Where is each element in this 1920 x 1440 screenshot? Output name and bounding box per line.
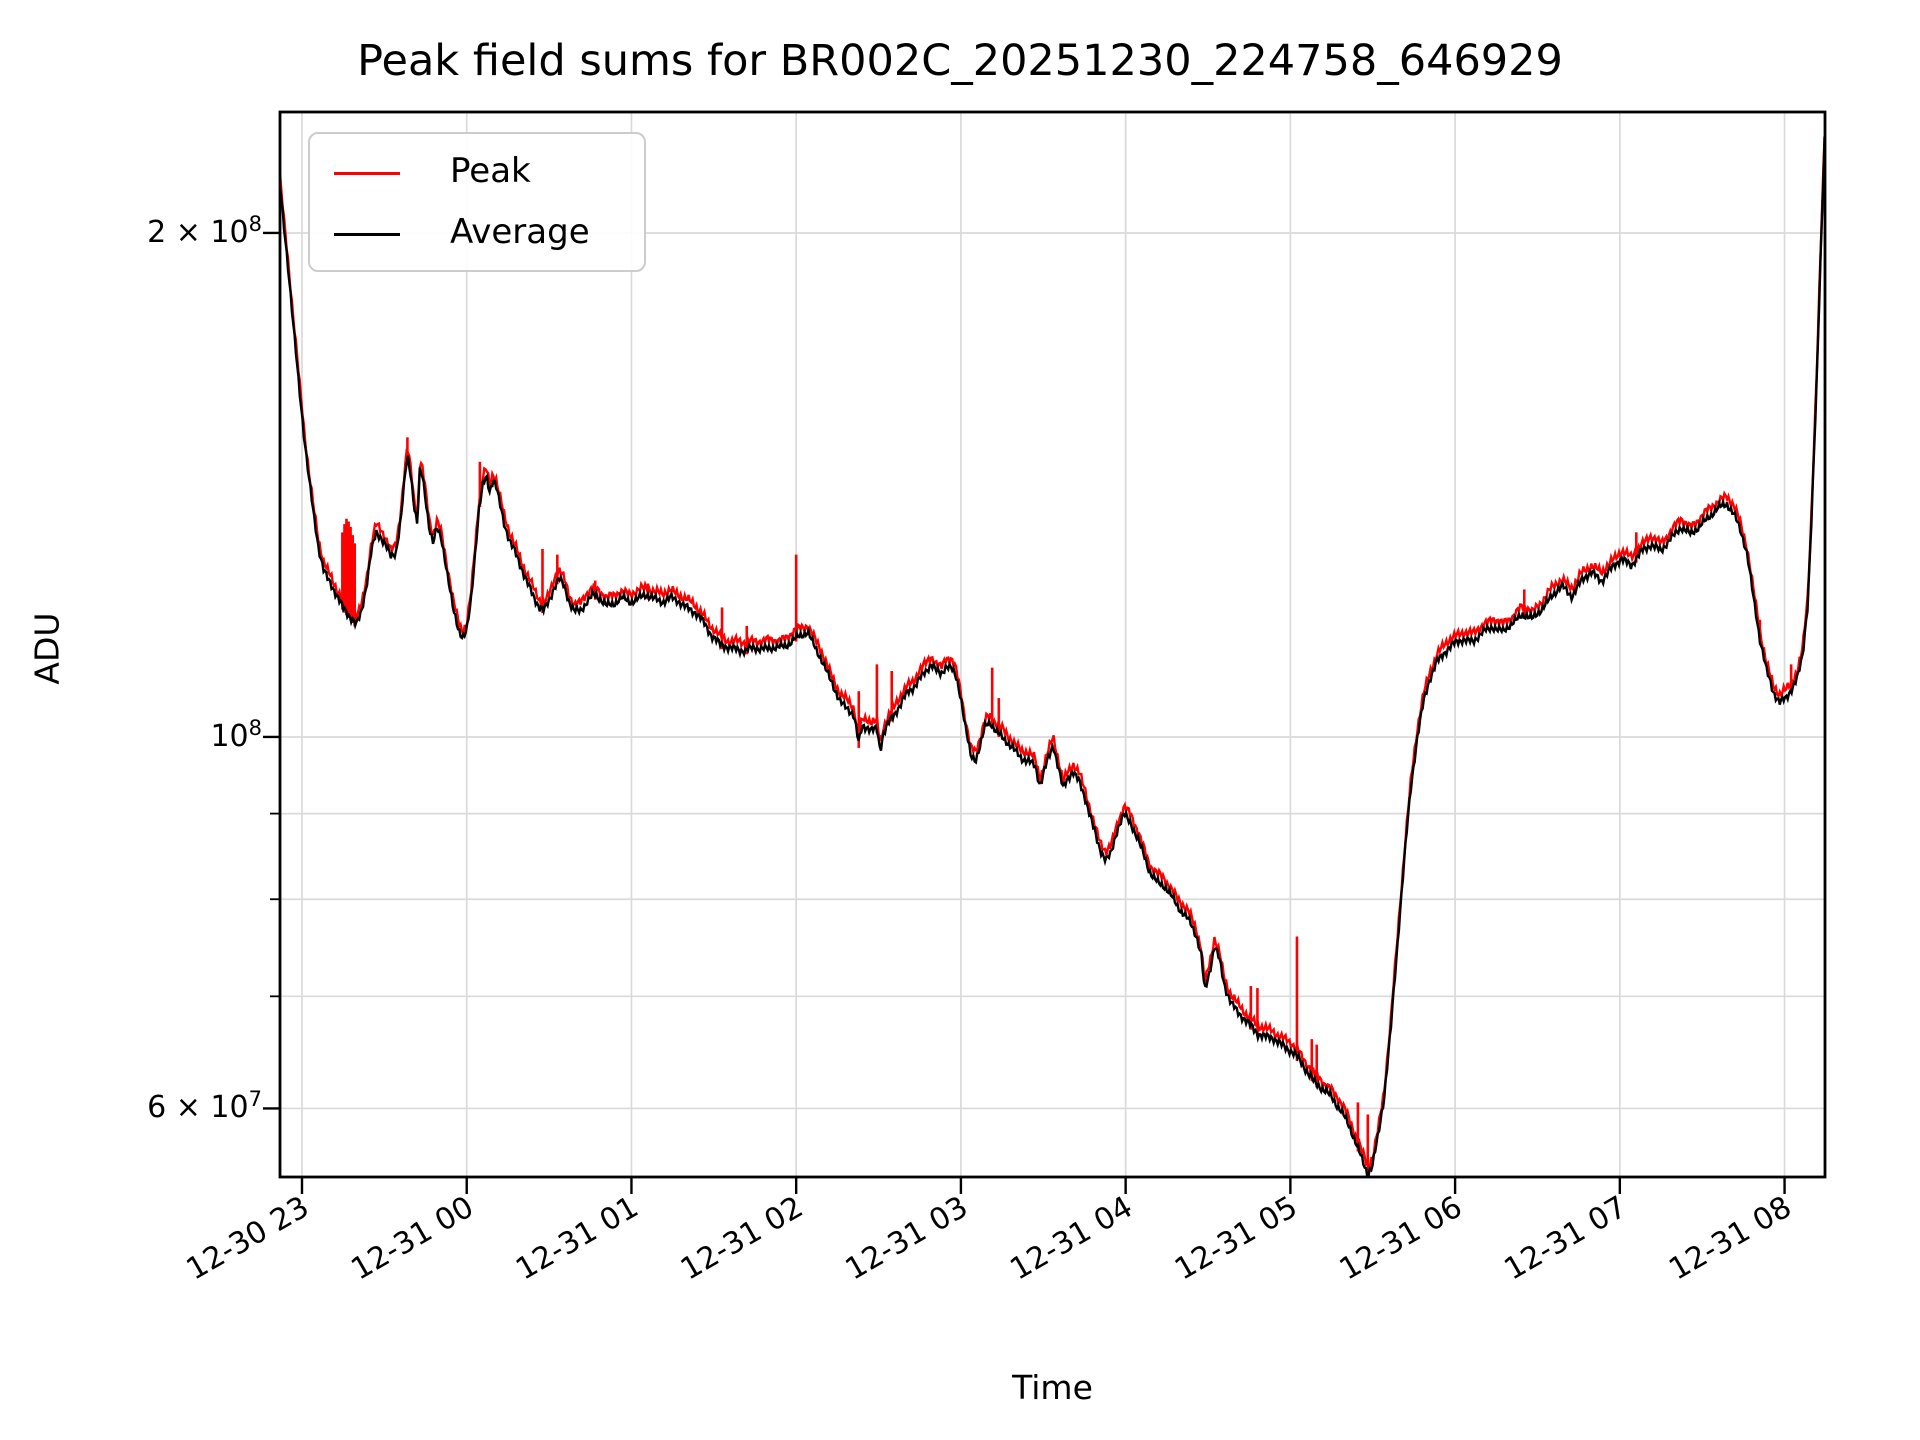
y-axis [263,231,280,1110]
peak-line-swatch [334,172,400,175]
x-tick-label: 12-31 04 [1004,1190,1138,1288]
y-tick-label: 108 [210,715,262,754]
legend-label-average: Average [450,212,590,252]
x-tick-label: 12-30 23 [181,1190,315,1288]
x-tick-label: 12-31 01 [510,1190,644,1288]
x-tick-label: 12-31 05 [1169,1190,1303,1288]
y-tick-label: 6 × 107 [147,1087,262,1126]
legend-label-peak: Peak [450,151,531,191]
chart-title: Peak field sums for BR002C_20251230_2247… [357,36,1563,86]
legend-item-peak: Peak [310,148,644,198]
average-line-swatch [334,233,400,236]
series [280,136,1825,1177]
legend: Peak Average [308,132,646,272]
x-tick-label: 12-31 06 [1334,1190,1468,1288]
y-tick-label: 2 × 108 [147,211,262,250]
peak-spikes [341,437,1793,1177]
plot-border [278,110,1827,1179]
legend-item-average: Average [310,209,644,259]
peak-line [280,136,1825,1169]
x-axis-label: Time [1012,1368,1093,1407]
y-axis-label: ADU [27,612,67,685]
x-tick-label: 12-31 08 [1663,1190,1797,1288]
x-axis: 12-30 23 12-31 00 12-31 01 12-31 02 12-31 03… [181,1177,1798,1287]
x-tick-label: 12-31 00 [345,1190,479,1288]
x-tick-label: 12-31 07 [1499,1190,1633,1288]
average-line [280,136,1825,1177]
x-tick-label: 12-31 02 [675,1190,809,1288]
x-tick-label: 12-31 03 [840,1190,974,1288]
